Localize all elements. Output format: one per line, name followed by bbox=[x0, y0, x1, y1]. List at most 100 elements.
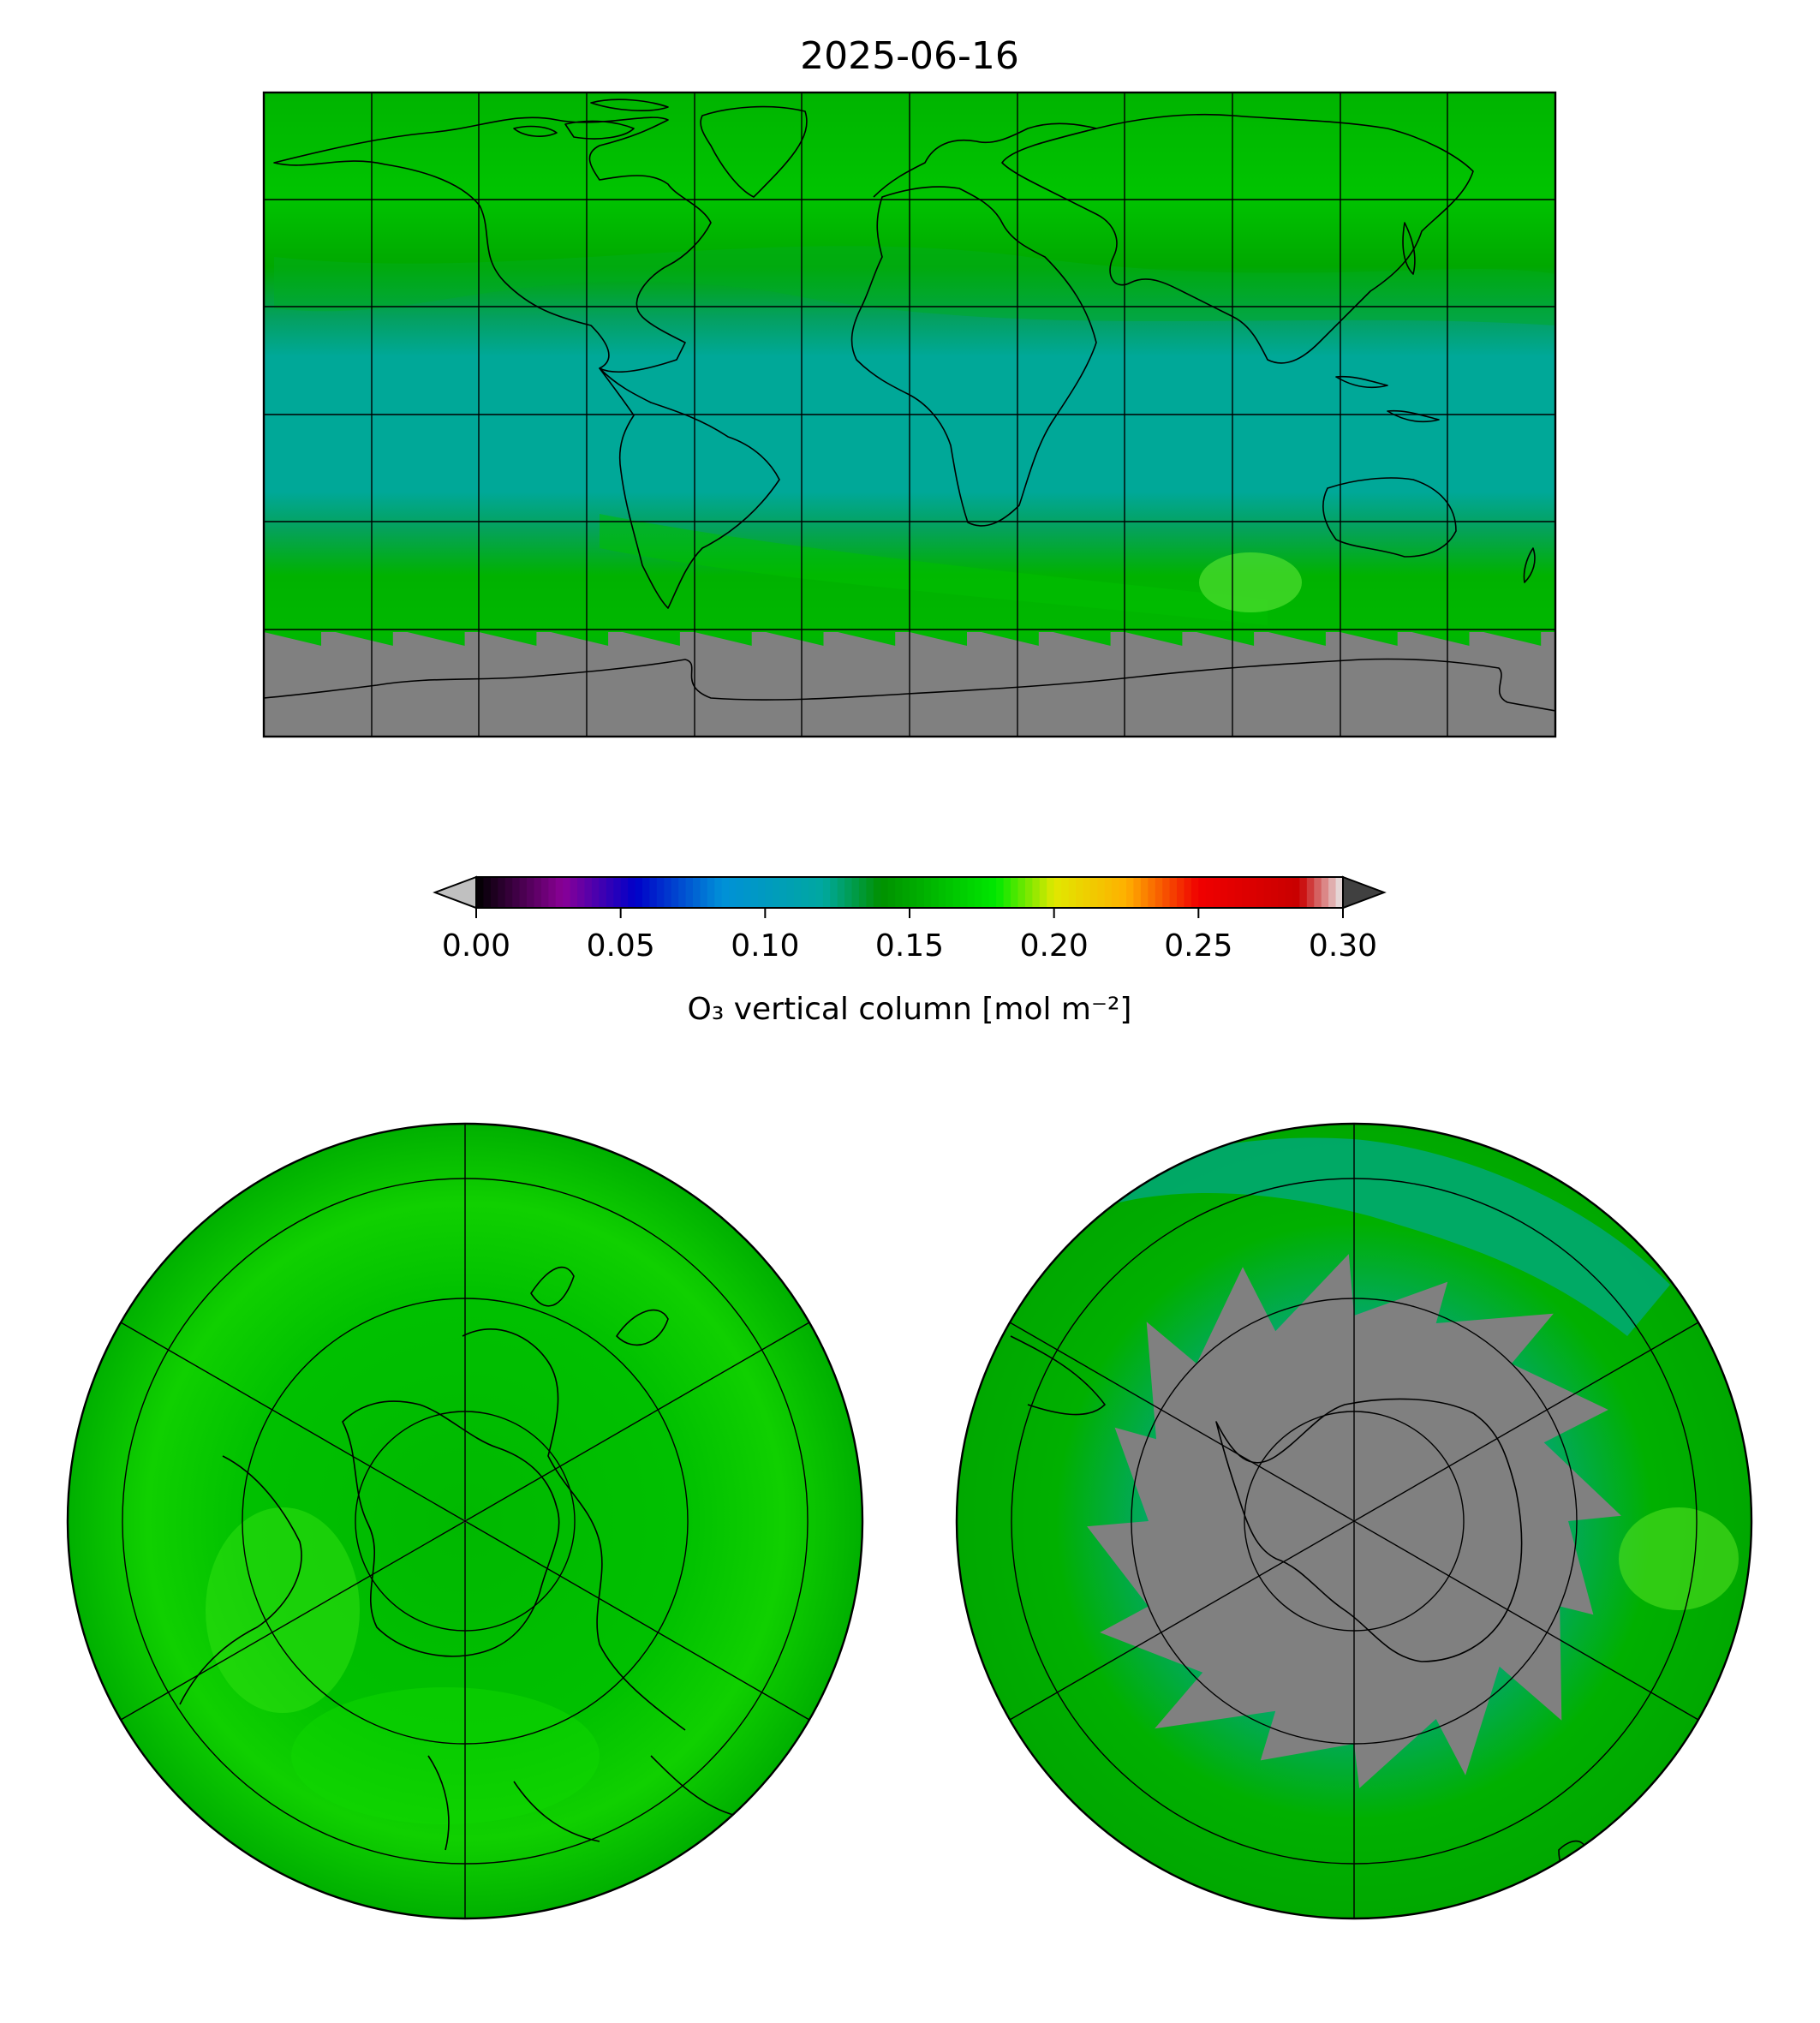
colorbar-cell bbox=[504, 877, 513, 908]
colorbar-cell bbox=[1075, 877, 1083, 908]
colorbar-cell bbox=[815, 877, 824, 908]
australia-coast bbox=[1322, 477, 1457, 558]
colorbar-cell bbox=[844, 877, 853, 908]
colorbar-cell bbox=[490, 877, 498, 908]
colorbar-cell bbox=[693, 877, 701, 908]
colorbar-cell bbox=[1024, 877, 1033, 908]
colorbar-cell bbox=[1198, 877, 1207, 908]
colorbar-cells bbox=[476, 877, 1344, 908]
colorbar-cell bbox=[1270, 877, 1279, 908]
colorbar-cell bbox=[1112, 877, 1120, 908]
colorbar-cell bbox=[1061, 877, 1070, 908]
colorbar-cell bbox=[808, 877, 816, 908]
colorbar-cell bbox=[887, 877, 896, 908]
colorbar-cell bbox=[1205, 877, 1214, 908]
colorbar-cell bbox=[910, 877, 918, 908]
colorbar-cell bbox=[750, 877, 759, 908]
arctic-islands-polar-coast bbox=[530, 1266, 669, 1346]
colorbar-cell bbox=[1190, 877, 1199, 908]
colorbar-cell bbox=[974, 877, 982, 908]
northern-transition-band bbox=[274, 246, 1555, 325]
colorbar-cell bbox=[822, 877, 831, 908]
colorbar-cell bbox=[858, 877, 867, 908]
colorbar-cell bbox=[656, 877, 665, 908]
asia-coast bbox=[1001, 113, 1474, 364]
colorbar-over-extension bbox=[1342, 875, 1387, 910]
colorbar-cell bbox=[873, 877, 881, 908]
south-polar-graticule bbox=[1009, 1124, 1699, 1919]
south-america-polar-coast bbox=[1010, 1335, 1106, 1416]
new-zealand-coast bbox=[1523, 547, 1536, 583]
colorbar-cell bbox=[1328, 877, 1337, 908]
colorbar-cell bbox=[1249, 877, 1257, 908]
colorbar-cell bbox=[1162, 877, 1171, 908]
colorbar-cell bbox=[1177, 877, 1185, 908]
colorbar-cell bbox=[880, 877, 889, 908]
colorbar-cell bbox=[534, 877, 542, 908]
colorbar-tick-label: 0.10 bbox=[731, 928, 799, 964]
colorbar-cell bbox=[988, 877, 997, 908]
colorbar-cell bbox=[1097, 877, 1106, 908]
colorbar-cell bbox=[555, 877, 564, 908]
colorbar-cell bbox=[772, 877, 780, 908]
colorbar-cell bbox=[1126, 877, 1135, 908]
south-america-coast bbox=[599, 367, 780, 609]
colorbar-cell bbox=[591, 877, 600, 908]
east-asia-islands-coast bbox=[1335, 222, 1440, 423]
eurasia-polar-coast bbox=[462, 1328, 686, 1731]
colorbar-tick-label: 0.15 bbox=[875, 928, 944, 964]
colorbar-cell bbox=[1083, 877, 1091, 908]
colorbar-cell bbox=[982, 877, 990, 908]
colorbar-cell bbox=[512, 877, 521, 908]
figure-title: 2025-06-16 bbox=[800, 34, 1019, 78]
colorbar-cell bbox=[1184, 877, 1192, 908]
europe-polar-coast bbox=[427, 1755, 737, 1851]
colorbar-cell bbox=[1053, 877, 1062, 908]
colorbar-cell bbox=[519, 877, 528, 908]
arctic-islands-coast bbox=[513, 98, 669, 140]
colorbar-cell bbox=[628, 877, 636, 908]
colorbar-cell bbox=[577, 877, 586, 908]
colorbar-cell bbox=[1104, 877, 1113, 908]
colorbar-cell bbox=[700, 877, 708, 908]
colorbar: 0.00 0.05 0.10 0.15 0.20 0.25 0.30 O₃ vertical… bbox=[433, 875, 1387, 1027]
colorbar-cell bbox=[866, 877, 874, 908]
greenland-coast bbox=[700, 105, 808, 198]
global-graticule bbox=[264, 92, 1555, 737]
colorbar-cell bbox=[1089, 877, 1098, 908]
colorbar-cell bbox=[498, 877, 506, 908]
antarctica-coast bbox=[264, 658, 1555, 712]
colorbar-cell bbox=[1213, 877, 1221, 908]
colorbar-cell bbox=[1068, 877, 1077, 908]
colorbar-cell bbox=[736, 877, 744, 908]
colorbar-cell bbox=[837, 877, 845, 908]
africa-coast bbox=[850, 186, 1097, 527]
colorbar-cell bbox=[1155, 877, 1163, 908]
colorbar-cell bbox=[1285, 877, 1293, 908]
colorbar-tick-label: 0.30 bbox=[1309, 928, 1377, 964]
colorbar-cell bbox=[1032, 877, 1041, 908]
colorbar-cell bbox=[923, 877, 932, 908]
colorbar-cell bbox=[938, 877, 946, 908]
colorbar-cell bbox=[1133, 877, 1142, 908]
colorbar-cell bbox=[931, 877, 940, 908]
colorbar-cell bbox=[1148, 877, 1156, 908]
colorbar-cell bbox=[714, 877, 723, 908]
colorbar-cell bbox=[641, 877, 650, 908]
colorbar-cell bbox=[895, 877, 904, 908]
north-america-coast bbox=[273, 116, 712, 373]
colorbar-cell bbox=[801, 877, 809, 908]
colorbar-tick-label: 0.25 bbox=[1164, 928, 1232, 964]
colorbar-cell bbox=[563, 877, 571, 908]
colorbar-cell bbox=[649, 877, 658, 908]
colorbar-cell bbox=[952, 877, 961, 908]
colorbar-cell bbox=[779, 877, 788, 908]
colorbar-cell bbox=[1003, 877, 1011, 908]
colorbar-cell bbox=[1306, 877, 1315, 908]
north-polar-graticule bbox=[120, 1124, 810, 1919]
colorbar-cell bbox=[1039, 877, 1047, 908]
greenland-polar-coast bbox=[342, 1400, 560, 1657]
colorbar-ticks: 0.00 0.05 0.10 0.15 0.20 0.25 0.30 bbox=[442, 908, 1377, 964]
colorbar-tick-label: 0.00 bbox=[442, 928, 510, 964]
colorbar-label: O₃ vertical column [mol m⁻²] bbox=[688, 992, 1132, 1027]
